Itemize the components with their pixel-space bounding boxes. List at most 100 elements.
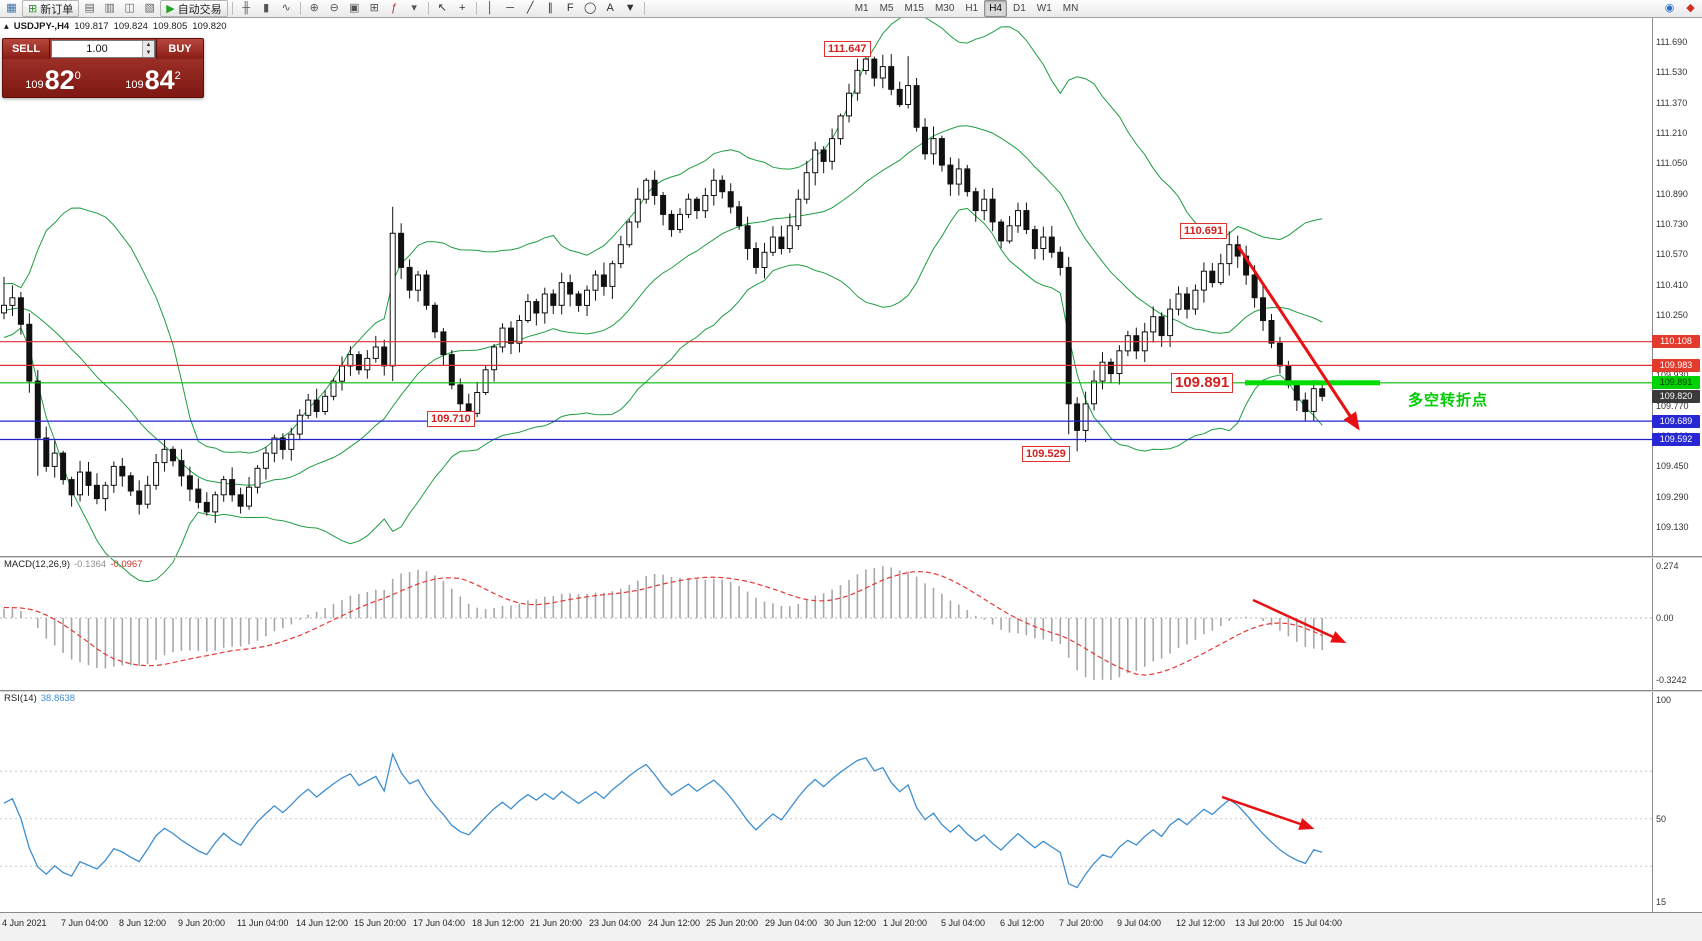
price-axis[interactable]: 111.690 111.530 111.370 111.210 111.050 110.8… xyxy=(1652,0,1702,941)
price-callout[interactable]: 109.710 xyxy=(427,411,475,427)
price-callout[interactable]: 110.691 xyxy=(1180,223,1228,239)
crosshair-icon[interactable]: + xyxy=(458,2,466,14)
candles-chart-icon[interactable]: ▮ xyxy=(263,2,270,14)
sell-price[interactable]: 109 82 0 xyxy=(3,59,103,97)
time-label: 30 Jun 12:00 xyxy=(824,918,877,928)
volume-down-icon[interactable]: ▼ xyxy=(143,49,154,57)
price-tick-label: 109.930 xyxy=(1656,370,1689,380)
time-label: 24 Jun 12:00 xyxy=(648,918,701,928)
time-label: 15 Jun 20:00 xyxy=(354,918,407,928)
main-toolbar: ▦ ⊞ 新订单 ▤ ▥ ◫ ▧ ▶ 自动交易 ╫ ▮ ∿ ⊕ ⊖ ▣ ⊞ ƒ ▾ ↖ + │ ─ ╱ ∥ F ◯ A ▼ M1 M5 M15… xyxy=(0,0,1702,18)
price-tick-label: 109.130 xyxy=(1656,522,1689,532)
price-tick-label: 111.530 xyxy=(1656,67,1688,77)
time-axis[interactable]: 4 Jun 2021 7 Jun 04:00 8 Jun 12:00 9 Jun 20… xyxy=(0,912,1702,941)
time-label: 13 Jul 20:00 xyxy=(1235,918,1285,928)
price-badge: 109.983 xyxy=(1652,359,1700,372)
data-window-icon[interactable]: ◫ xyxy=(124,2,135,14)
text-icon[interactable]: A xyxy=(606,2,614,14)
time-label: 11 Jun 04:00 xyxy=(237,918,289,928)
volume-value[interactable]: 1.00 xyxy=(86,43,108,55)
shapes-icon[interactable]: ◯ xyxy=(584,2,597,14)
sell-price-sup: 0 xyxy=(74,70,81,82)
timeframe-w1[interactable]: W1 xyxy=(1036,3,1052,14)
rsi-pane-separator[interactable] xyxy=(0,690,1702,692)
horizontal-line-icon[interactable]: ─ xyxy=(506,2,515,14)
fibonacci-icon[interactable]: F xyxy=(566,2,574,14)
timeframe-m1[interactable]: M1 xyxy=(854,3,869,14)
price-tick-label: 109.450 xyxy=(1656,461,1689,471)
timeframe-m15[interactable]: M15 xyxy=(904,3,924,14)
buy-price[interactable]: 109 84 2 xyxy=(103,59,203,97)
news-icon[interactable]: ◉ xyxy=(1664,2,1675,14)
alerts-icon[interactable]: ◆ xyxy=(1686,2,1695,14)
market-watch-icon[interactable]: ▥ xyxy=(104,2,115,14)
time-label: 25 Jun 20:00 xyxy=(706,918,759,928)
price-tick-label: 109.770 xyxy=(1656,401,1689,411)
vertical-line-icon[interactable]: │ xyxy=(486,2,494,14)
bars-chart-icon[interactable]: ╫ xyxy=(242,2,251,14)
new-chart-icon[interactable]: ▦ xyxy=(6,2,17,14)
price-badge: 109.689 xyxy=(1652,415,1700,428)
ohlc-high: 109.824 xyxy=(113,21,148,32)
price-callout[interactable]: 109.891 xyxy=(1171,373,1234,393)
rsi-title: RSI(14) xyxy=(4,693,37,704)
timeframe-m30[interactable]: M30 xyxy=(934,3,955,14)
turning-point-label[interactable]: 多空转折点 xyxy=(1408,392,1489,409)
turning-point-segment[interactable] xyxy=(1245,380,1380,386)
price-tick-label: 111.210 xyxy=(1656,128,1688,138)
navigator-icon[interactable]: ▧ xyxy=(144,2,155,14)
trendline-icon[interactable]: ╱ xyxy=(526,2,534,14)
ohlc-close: 109.820 xyxy=(192,21,227,32)
chart-collapse-icon[interactable]: ▴ xyxy=(4,21,9,32)
price-tick-label: 110.730 xyxy=(1656,219,1688,229)
price-tick-label: 110.890 xyxy=(1656,189,1688,199)
chart-window-icon[interactable]: ▤ xyxy=(84,2,95,14)
rsi-axis-label: 15 xyxy=(1656,897,1667,907)
price-callout[interactable]: 109.529 xyxy=(1022,446,1070,462)
ohlc-low: 109.805 xyxy=(152,21,188,32)
timeframes-icon[interactable]: ▾ xyxy=(411,2,417,14)
toolbar-gap xyxy=(649,8,849,9)
new-order-button[interactable]: ⊞ 新订单 xyxy=(22,0,80,17)
price-tick-label: 111.050 xyxy=(1656,158,1688,168)
cursor-icon[interactable]: ↖ xyxy=(437,2,447,14)
arrow-tools-icon[interactable]: ▼ xyxy=(624,2,636,14)
autotrading-button[interactable]: ▶ 自动交易 xyxy=(160,0,228,17)
sell-button[interactable]: SELL xyxy=(3,39,50,59)
indicators-icon[interactable]: ƒ xyxy=(391,2,398,14)
toolbar-separator xyxy=(231,2,233,15)
time-label: 15 Jul 04:00 xyxy=(1293,918,1343,928)
channel-icon[interactable]: ∥ xyxy=(547,2,553,14)
volume-up-icon[interactable]: ▲ xyxy=(143,41,154,49)
buy-button[interactable]: BUY xyxy=(156,39,203,59)
macd-signal-value: -0.0967 xyxy=(110,559,143,570)
volume-spinner[interactable]: ▲ ▼ xyxy=(142,41,154,57)
buy-price-big: 84 xyxy=(144,65,175,95)
timeframe-d1[interactable]: D1 xyxy=(1013,3,1026,14)
time-label: 18 Jun 12:00 xyxy=(472,918,525,928)
autotrading-button-icon: ▶ xyxy=(166,3,175,15)
buy-price-sup: 2 xyxy=(174,70,181,82)
new-order-button-label: 新订单 xyxy=(40,3,74,16)
buy-price-prefix: 109 xyxy=(125,79,144,91)
volume-input[interactable]: 1.00 ▲ ▼ xyxy=(51,40,155,58)
zoom-out-icon[interactable]: ⊖ xyxy=(329,2,339,14)
time-label: 23 Jun 04:00 xyxy=(589,918,642,928)
price-callout[interactable]: 111.647 xyxy=(824,41,871,57)
timeframe-mn[interactable]: MN xyxy=(1062,3,1079,14)
horizontal-lines[interactable] xyxy=(0,341,1652,441)
macd-pane-separator[interactable] xyxy=(0,556,1702,558)
tile-windows-icon[interactable]: ▣ xyxy=(348,2,360,14)
price-badge: 109.592 xyxy=(1652,433,1700,446)
toolbar-right-group: ◉ ◆ xyxy=(1660,0,1700,17)
line-chart-icon[interactable]: ∿ xyxy=(281,2,291,14)
timeframe-m5[interactable]: M5 xyxy=(879,3,894,14)
grid-icon[interactable]: ⊞ xyxy=(369,2,379,14)
timeframe-h4[interactable]: H4 xyxy=(984,0,1007,17)
trend-arrows[interactable] xyxy=(1221,245,1360,830)
zoom-in-icon[interactable]: ⊕ xyxy=(309,2,319,14)
symbol-name: USDJPY-,H4 xyxy=(13,21,70,32)
time-label: 4 Jun 2021 xyxy=(2,918,47,928)
timeframe-h1[interactable]: H1 xyxy=(965,3,979,14)
